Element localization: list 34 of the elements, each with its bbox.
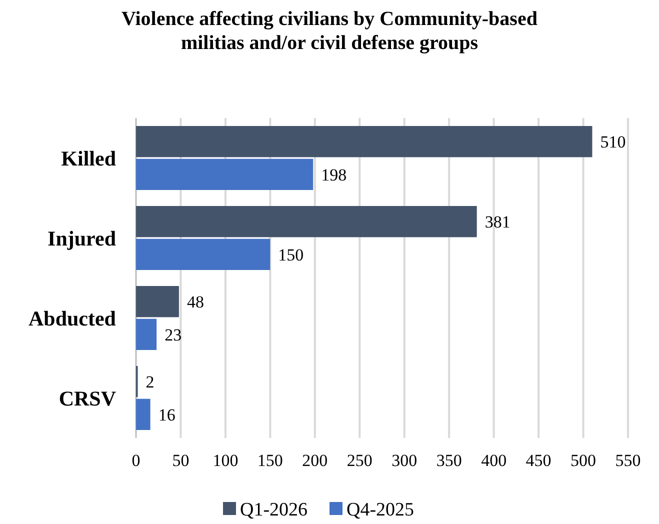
- bar: [136, 158, 314, 190]
- x-tick-label: 450: [526, 451, 552, 470]
- x-tick-label: 550: [615, 451, 641, 470]
- x-tick-label: 500: [570, 451, 596, 470]
- y-tick-label: Killed: [61, 146, 116, 170]
- x-tick-label: 300: [392, 451, 418, 470]
- x-tick-label: 50: [172, 451, 190, 470]
- data-label: 16: [158, 405, 176, 424]
- legend-label: Q4-2025: [346, 500, 414, 521]
- bar: [136, 206, 477, 238]
- bar: [136, 286, 179, 318]
- data-label: 48: [186, 292, 204, 312]
- bar: [136, 318, 157, 350]
- legend-label: Q1-2026: [240, 500, 308, 521]
- bar: [136, 398, 150, 430]
- data-label: 2: [146, 372, 154, 392]
- data-label: 23: [164, 325, 182, 344]
- x-tick-label: 100: [212, 451, 238, 470]
- y-tick-label: Injured: [48, 226, 116, 250]
- data-label: 198: [321, 165, 347, 184]
- y-tick-label: Abducted: [28, 306, 116, 330]
- chart-title: Violence affecting civilians by Community-based militias and/or civil defense groups: [122, 8, 538, 54]
- x-tick-label: 150: [257, 451, 283, 470]
- x-tick-label: 400: [481, 451, 507, 470]
- x-tick-label: 250: [346, 451, 372, 470]
- bar: [136, 238, 270, 270]
- x-tick-label: 350: [436, 451, 462, 470]
- x-tick-label: 0: [132, 451, 140, 470]
- x-tick-label: 200: [302, 451, 328, 470]
- data-label: 150: [278, 245, 304, 264]
- bar: [136, 126, 592, 158]
- y-tick-label: CRSV: [58, 386, 116, 410]
- data-label: 510: [600, 132, 626, 152]
- data-label: 381: [484, 212, 510, 232]
